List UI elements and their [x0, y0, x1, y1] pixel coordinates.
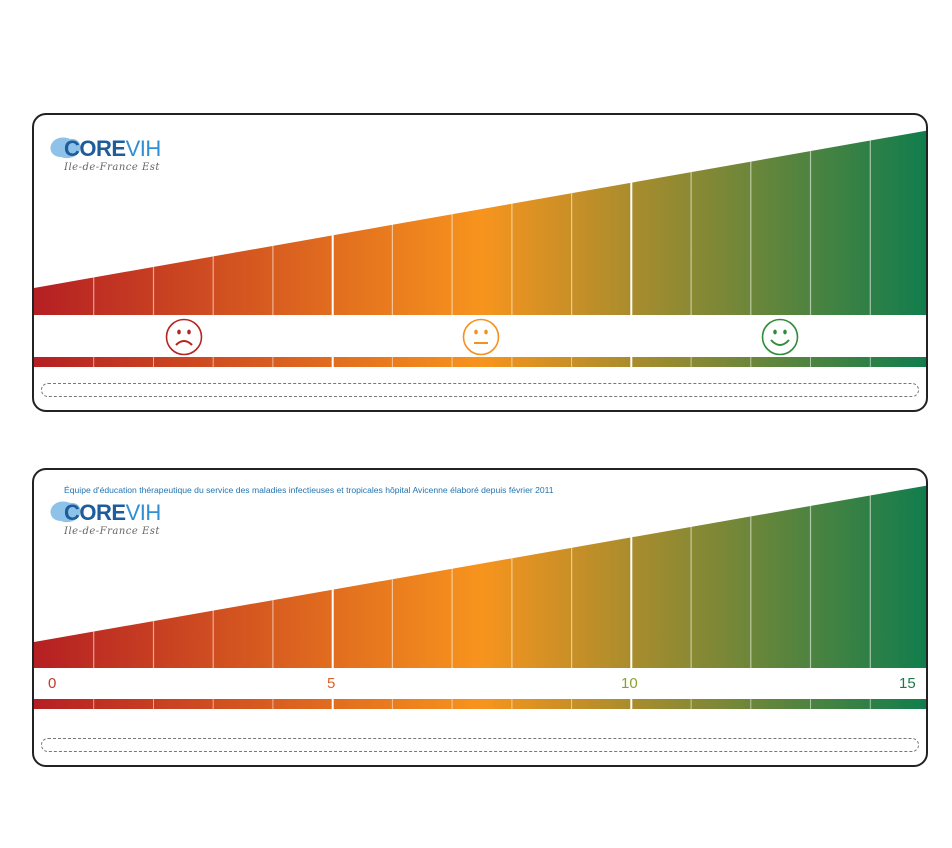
tick-lines [93, 470, 871, 668]
corevih-logo: COREVIH Ile-de-France Est [48, 497, 168, 541]
sad-face-icon [165, 318, 203, 356]
corevih-logo: COREVIH Ile-de-France Est [48, 133, 168, 177]
gradient-wedge [34, 130, 926, 315]
pain-scale-card-faces: COREVIH Ile-de-France Est [32, 113, 928, 412]
cut-line [41, 383, 919, 397]
region-map-icon [50, 501, 81, 523]
logo-region: Ile-de-France Est [64, 162, 160, 173]
gradient-wedge [34, 485, 926, 668]
tick-lines [93, 115, 871, 315]
scale-label-10: 10 [621, 675, 638, 692]
happy-face-icon [761, 318, 799, 356]
scale-label-0: 0 [48, 675, 57, 692]
scale-label-15: 15 [899, 675, 916, 692]
gradient-scale [34, 115, 926, 367]
gradient-strip [34, 357, 926, 367]
scale-label-5: 5 [327, 675, 336, 692]
major-tick-lines [331, 470, 633, 709]
gradient-strip [34, 699, 926, 709]
logo-wordmark: COREVIH [64, 500, 161, 525]
team-caption: Équipe d'éducation thérapeutique du serv… [64, 485, 554, 495]
pain-scale-card-numbers: Équipe d'éducation thérapeutique du serv… [32, 468, 928, 767]
logo-region: Ile-de-France Est [64, 526, 160, 537]
region-map-icon [50, 137, 81, 159]
neutral-face-icon [462, 318, 500, 356]
strip-ticks [93, 357, 871, 367]
cut-line [41, 738, 919, 752]
strip-ticks [93, 699, 871, 709]
gradient-scale [34, 470, 926, 709]
logo-wordmark: COREVIH [64, 136, 161, 161]
major-tick-lines [331, 115, 633, 367]
